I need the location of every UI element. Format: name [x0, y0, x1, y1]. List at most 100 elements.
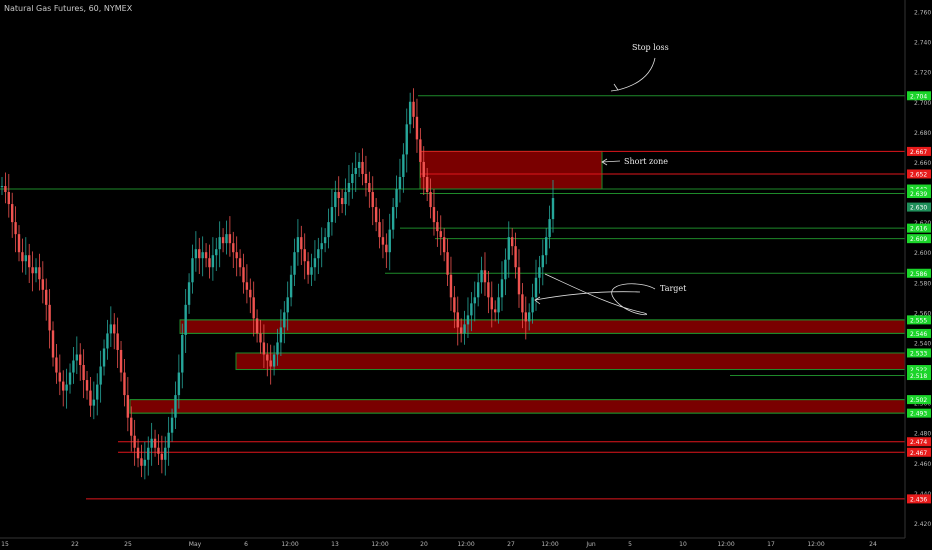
- x-tick-label: 12:00: [807, 541, 824, 548]
- candle-body: [34, 267, 38, 274]
- candle: [378, 208, 381, 249]
- candle-body: [378, 222, 381, 238]
- x-tick-label: 20: [420, 541, 428, 548]
- price-tag-2.533: [907, 348, 931, 358]
- candle: [160, 435, 164, 474]
- short-zone-arrow: [601, 160, 621, 163]
- y-tick-label: 2.740: [914, 40, 931, 47]
- candle-body: [463, 324, 466, 334]
- candle-body: [245, 282, 249, 290]
- candle-body: [208, 258, 211, 268]
- price-tag-label: 2.555: [910, 317, 927, 324]
- candle: [517, 249, 521, 308]
- y-tick-label: 2.420: [914, 521, 931, 528]
- candle: [374, 198, 378, 232]
- y-tick-label: 2.700: [914, 100, 931, 107]
- candle-body: [541, 255, 544, 268]
- candle-body: [310, 267, 313, 275]
- candle-body: [514, 246, 517, 268]
- candle-body: [429, 192, 432, 208]
- price-tag-label: 2.467: [910, 450, 927, 457]
- candle-body: [344, 192, 347, 205]
- candle: [500, 261, 504, 311]
- candle-body: [534, 277, 538, 298]
- candle: [425, 167, 429, 202]
- candle-body: [405, 124, 408, 155]
- candle: [62, 370, 65, 407]
- candle: [201, 236, 204, 277]
- candle: [347, 164, 351, 206]
- candle-body: [181, 334, 184, 373]
- candle: [310, 253, 313, 287]
- candle-body: [490, 297, 493, 310]
- candle: [157, 434, 160, 466]
- candle: [133, 419, 136, 466]
- candle-body: [228, 234, 232, 244]
- candle: [99, 350, 102, 403]
- candle-body: [521, 294, 524, 313]
- price-tag-label: 2.704: [910, 93, 927, 100]
- candle-body: [415, 116, 419, 140]
- candle: [439, 215, 442, 256]
- candle: [208, 244, 211, 279]
- candle: [252, 281, 255, 337]
- candle: [279, 309, 283, 356]
- candle: [45, 278, 48, 321]
- candle-body: [368, 183, 371, 193]
- candle: [531, 283, 534, 324]
- candle-body: [153, 438, 157, 448]
- price-tag-label: 2.609: [910, 236, 927, 243]
- candle: [211, 237, 215, 281]
- y-tick-label: 2.440: [914, 491, 931, 498]
- candle-body: [374, 207, 378, 223]
- x-tick-label: 12:00: [717, 541, 734, 548]
- candle-body: [436, 222, 439, 232]
- candle-body: [89, 390, 92, 406]
- candle: [266, 343, 269, 377]
- candle-body: [232, 243, 235, 253]
- candle: [361, 148, 364, 186]
- candle: [473, 281, 476, 322]
- price-tag-label: 2.518: [910, 373, 927, 380]
- candle: [296, 219, 300, 266]
- candle-body: [130, 417, 133, 436]
- candle-body: [497, 297, 500, 313]
- candle: [507, 221, 510, 278]
- candle: [306, 252, 310, 284]
- candle-body: [466, 315, 470, 325]
- candle: [388, 213, 391, 271]
- candle: [228, 216, 232, 257]
- candle: [177, 354, 181, 409]
- candle: [17, 225, 21, 262]
- x-tick-label: 12:00: [541, 541, 558, 548]
- candle-body: [351, 173, 354, 184]
- candle-body: [361, 161, 364, 174]
- price-tag-2.493: [907, 408, 931, 418]
- candle: [334, 180, 337, 223]
- candle: [357, 152, 361, 177]
- candle-body: [106, 333, 109, 349]
- candle-body: [255, 318, 259, 334]
- candle-body: [446, 252, 449, 275]
- candle: [323, 228, 327, 253]
- candle: [0, 176, 4, 196]
- candle: [130, 406, 133, 452]
- candle: [432, 189, 436, 236]
- candle: [184, 289, 187, 353]
- candle-body: [364, 173, 368, 184]
- candle: [534, 259, 538, 311]
- candle: [514, 232, 517, 279]
- candle-body: [51, 330, 55, 358]
- candle: [446, 238, 449, 287]
- candle: [123, 358, 126, 407]
- candle: [249, 278, 252, 314]
- price-tag-2.467: [907, 447, 931, 457]
- x-tick-label: 15: [1, 541, 9, 548]
- candle-body: [544, 237, 548, 256]
- y-tick-label: 2.620: [914, 220, 931, 227]
- candle: [187, 273, 191, 314]
- price-tag-2.522: [907, 365, 931, 375]
- candle-body: [41, 279, 45, 290]
- candle-body: [487, 282, 490, 298]
